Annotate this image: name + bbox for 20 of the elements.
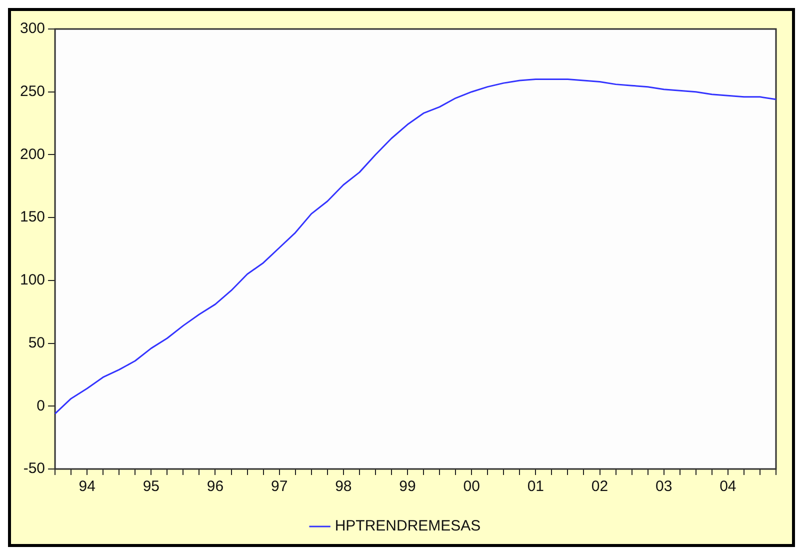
x-tick-label: 03 xyxy=(656,478,672,496)
x-tick-label: 02 xyxy=(591,478,608,496)
y-tick-label: 0 xyxy=(36,397,46,414)
x-tick-label: 96 xyxy=(206,478,224,496)
y-tick-label: 200 xyxy=(20,146,46,163)
legend-label: HPTRENDREMESAS xyxy=(334,518,481,535)
x-tick-label: 01 xyxy=(527,478,544,496)
y-tick-label: 150 xyxy=(20,208,46,226)
x-tick-label: 94 xyxy=(78,478,96,496)
x-tick-label: 95 xyxy=(142,478,160,496)
x-tick-label: 99 xyxy=(399,478,416,496)
y-tick-label: 300 xyxy=(20,20,46,38)
y-tick-label: -50 xyxy=(23,460,46,478)
y-tick-label: 100 xyxy=(20,272,46,289)
y-tick-label: 250 xyxy=(20,83,46,100)
x-tick-label: 04 xyxy=(720,478,736,496)
x-tick-label: 00 xyxy=(463,478,480,496)
x-tick-label: 98 xyxy=(335,478,352,496)
y-tick-label: 50 xyxy=(28,334,46,352)
x-tick-label: 97 xyxy=(270,478,288,496)
